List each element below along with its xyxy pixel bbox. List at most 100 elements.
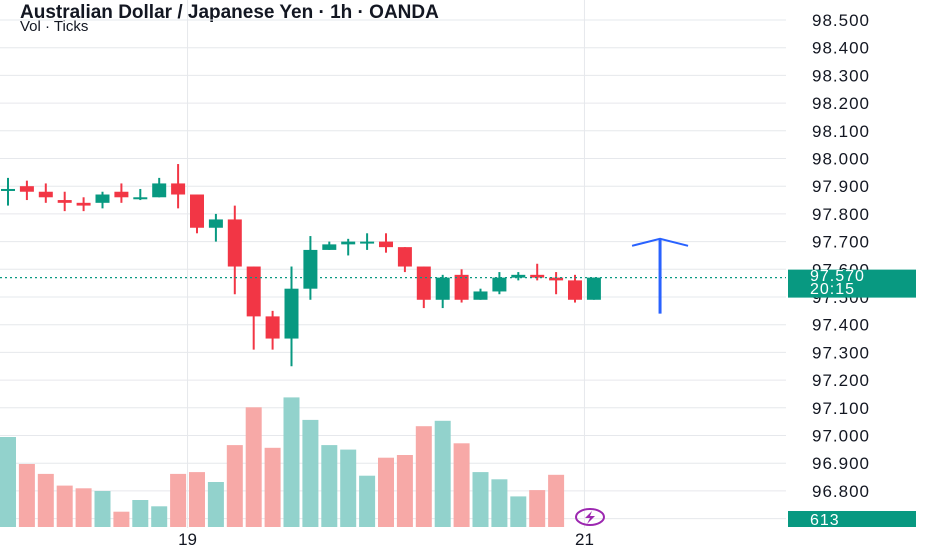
time-axis[interactable]: 19 21 <box>178 530 594 549</box>
candle-body <box>530 274 545 278</box>
volume-bar <box>396 455 413 527</box>
volume-bar <box>340 449 357 527</box>
y-tick-label: 97.200 <box>812 371 870 390</box>
up-arrow-annotation[interactable] <box>631 237 689 314</box>
volume-bar <box>245 407 262 527</box>
candle <box>568 274 582 303</box>
candle-body <box>416 266 431 300</box>
volume-legend: Vol · Ticks <box>20 18 89 35</box>
volume-bar <box>94 491 111 527</box>
candle-body <box>190 194 204 228</box>
candle <box>57 191 72 212</box>
candle-body <box>303 249 318 289</box>
volume-tag: 613 <box>788 511 916 529</box>
volume-bar <box>113 511 130 527</box>
volume-bar <box>75 488 92 527</box>
candle <box>227 205 242 295</box>
candle-body <box>549 277 564 281</box>
volume-readout: 613 <box>810 512 840 529</box>
candle-body <box>114 191 129 198</box>
candle-body <box>38 191 53 198</box>
current-price-label: 97.570 <box>810 268 865 285</box>
candle <box>76 197 91 212</box>
countdown-label: 20:15 <box>810 281 855 298</box>
volume-bar <box>472 472 489 527</box>
candle <box>435 274 450 309</box>
candle <box>492 272 507 295</box>
volume-bar <box>151 506 168 527</box>
y-tick-label: 98.500 <box>812 11 870 30</box>
y-tick-label: 97.800 <box>812 205 870 224</box>
candle-body <box>1 188 15 191</box>
candles <box>1 164 601 367</box>
volume-bar <box>226 445 243 527</box>
volume-bars <box>0 397 565 527</box>
y-tick-label: 98.300 <box>812 66 870 85</box>
candle <box>322 241 337 250</box>
volume-bar <box>283 397 300 527</box>
volume-bar <box>0 437 16 527</box>
candle-body <box>435 277 450 300</box>
volume-bar <box>56 485 73 527</box>
y-tick-label: 98.000 <box>812 150 870 169</box>
candle-body <box>397 247 412 267</box>
volume-bar <box>434 420 451 527</box>
candle <box>190 194 204 234</box>
candle <box>511 272 526 281</box>
candle-body <box>360 241 375 244</box>
grid <box>0 0 786 528</box>
candle <box>171 164 186 209</box>
y-tick-label: 98.200 <box>812 94 870 113</box>
candle <box>19 180 34 201</box>
candle-body <box>208 219 223 228</box>
candle <box>397 247 412 273</box>
candle <box>586 277 601 300</box>
candle <box>208 213 223 242</box>
candle-body <box>322 244 337 250</box>
volume-bar <box>189 472 205 527</box>
candle-body <box>341 241 356 245</box>
y-tick-label: 96.800 <box>812 482 870 501</box>
candle-body <box>57 200 72 203</box>
candle <box>133 188 148 201</box>
candle <box>530 263 545 281</box>
chart-title: Australian Dollar / Japanese Yen · 1h · … <box>20 2 439 23</box>
volume-bar <box>359 475 376 527</box>
volume-bar <box>37 473 54 527</box>
volume-bar <box>491 479 508 527</box>
volume-bar <box>321 445 338 527</box>
y-tick-label: 97.700 <box>812 233 870 252</box>
candle-body <box>568 280 582 300</box>
flash-icon[interactable] <box>575 508 605 526</box>
candle-body <box>171 183 186 195</box>
volume-bar <box>529 490 546 527</box>
candle-body <box>586 277 601 300</box>
candle-body <box>227 219 242 267</box>
candle <box>303 236 318 300</box>
candle <box>549 272 564 295</box>
volume-bar <box>18 464 35 527</box>
candle <box>95 191 110 209</box>
arrow-head <box>631 237 689 247</box>
candle <box>1 177 15 206</box>
candle-body <box>19 186 34 192</box>
candle <box>473 288 488 300</box>
current-price-tag: 97.570 20:15 <box>788 268 916 298</box>
candle <box>360 233 375 250</box>
volume-bar <box>453 443 470 527</box>
candle-body <box>265 316 280 339</box>
volume-bar <box>302 419 319 527</box>
volume-bar <box>415 426 432 527</box>
volume-bar <box>170 473 187 527</box>
candle-body <box>246 266 261 317</box>
candle-body <box>379 241 393 248</box>
candle <box>114 183 129 203</box>
y-tick-label: 98.100 <box>812 122 870 141</box>
volume-bar <box>264 447 281 527</box>
candle-body <box>473 291 488 300</box>
candle <box>265 310 280 350</box>
y-tick-label: 97.100 <box>812 399 870 418</box>
candle-body <box>133 197 148 200</box>
candle-body <box>511 274 526 278</box>
